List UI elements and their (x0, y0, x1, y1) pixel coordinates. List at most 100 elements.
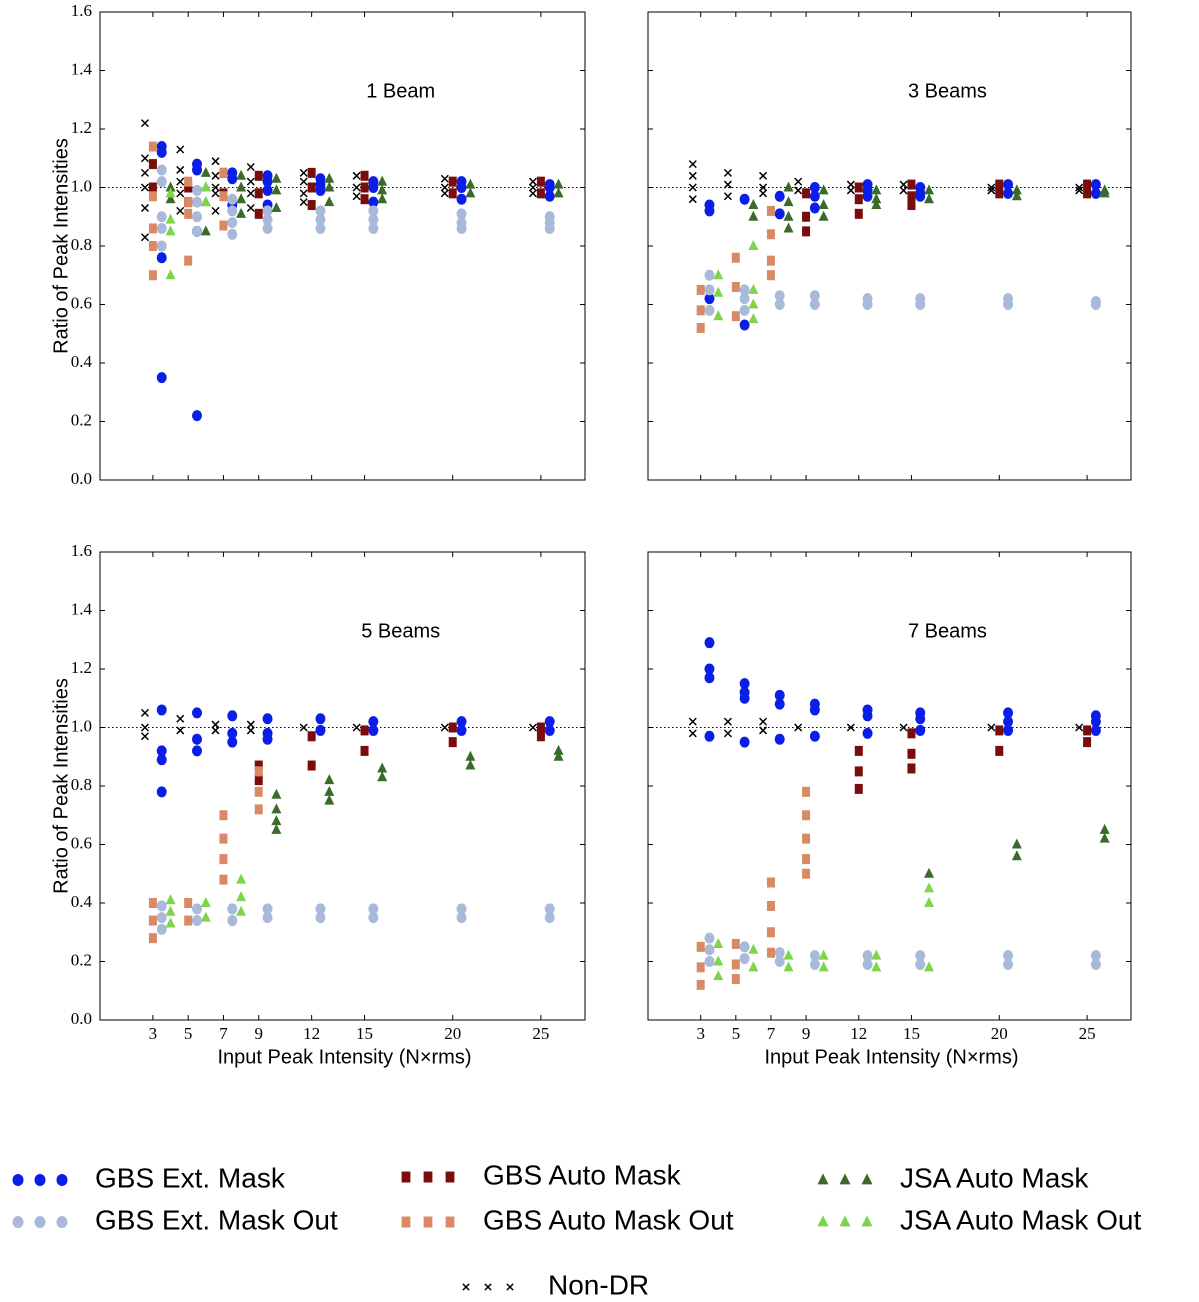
point (1090, 950, 1101, 962)
point (165, 894, 176, 905)
point (165, 225, 176, 236)
point (465, 750, 476, 761)
point (219, 191, 228, 202)
point (192, 211, 202, 223)
point (227, 903, 238, 915)
plot-frame (647, 551, 1132, 1021)
point (227, 710, 238, 722)
point (731, 252, 740, 263)
point (1003, 707, 1014, 719)
point (184, 176, 193, 187)
point (299, 168, 308, 177)
y-tick-label: 0.0 (71, 1009, 92, 1028)
point (794, 723, 803, 732)
x-tick-label: 9 (802, 1024, 811, 1043)
x-axis-label: Input Peak Intensity (N×rms) (218, 1046, 472, 1068)
point (536, 722, 545, 733)
point (184, 208, 193, 219)
point (809, 704, 820, 716)
point (899, 723, 908, 732)
point (299, 189, 308, 198)
point (448, 176, 457, 187)
point (739, 736, 750, 748)
point (192, 225, 202, 237)
point (140, 203, 150, 213)
point (156, 252, 167, 264)
point (140, 154, 150, 163)
point (211, 720, 220, 729)
point (704, 944, 715, 956)
point (271, 788, 282, 799)
point (924, 193, 935, 204)
point (156, 372, 167, 384)
point (262, 713, 273, 725)
point (899, 180, 908, 189)
point (995, 725, 1004, 736)
point (227, 727, 238, 739)
point (846, 180, 855, 189)
point (324, 774, 335, 785)
point (731, 311, 740, 322)
point (219, 833, 228, 844)
point (140, 233, 150, 242)
legend-label: GBS Ext. Mask Out (95, 1204, 338, 1235)
y-tick-label: 0.6 (71, 293, 92, 312)
point (368, 903, 379, 915)
legend-marker (484, 1283, 492, 1291)
point (704, 730, 715, 742)
point (1083, 725, 1092, 736)
point (713, 937, 724, 948)
point (156, 146, 167, 158)
legend-marker (401, 1171, 411, 1183)
point (766, 947, 775, 958)
point (774, 190, 785, 202)
point (759, 189, 768, 198)
point (176, 189, 185, 198)
legend-label: GBS Auto Mask Out (483, 1204, 734, 1235)
point (246, 720, 255, 729)
point (352, 183, 361, 192)
point (748, 961, 759, 972)
point (211, 171, 220, 180)
point (723, 180, 732, 189)
point (246, 162, 255, 172)
point (360, 725, 369, 736)
point (262, 222, 273, 234)
point (809, 190, 820, 202)
point (766, 205, 775, 216)
point (165, 905, 176, 916)
legend-label: JSA Auto Mask (900, 1162, 1089, 1193)
point (1011, 850, 1022, 861)
point (783, 949, 794, 960)
point (352, 723, 361, 732)
point (739, 293, 750, 305)
point (907, 179, 916, 190)
point (704, 663, 715, 675)
point (713, 970, 724, 981)
point (818, 210, 829, 221)
point (1003, 179, 1014, 191)
point (271, 823, 282, 834)
point (802, 188, 811, 199)
y-tick-label: 0.0 (71, 469, 92, 488)
point (315, 724, 326, 736)
point (176, 206, 185, 215)
point (759, 726, 768, 735)
point (176, 726, 185, 735)
legend-marker (817, 1215, 829, 1227)
x-tick-label: 7 (767, 1024, 776, 1043)
point (528, 183, 538, 192)
point (713, 310, 724, 321)
point (899, 186, 908, 195)
point (688, 717, 697, 726)
point (774, 947, 785, 959)
legend-marker (839, 1215, 851, 1227)
point (368, 205, 379, 217)
point (774, 290, 785, 302)
point (553, 750, 564, 761)
point (544, 716, 555, 728)
point (688, 183, 697, 192)
point (227, 193, 238, 205)
point (156, 211, 167, 223)
point (774, 299, 785, 310)
